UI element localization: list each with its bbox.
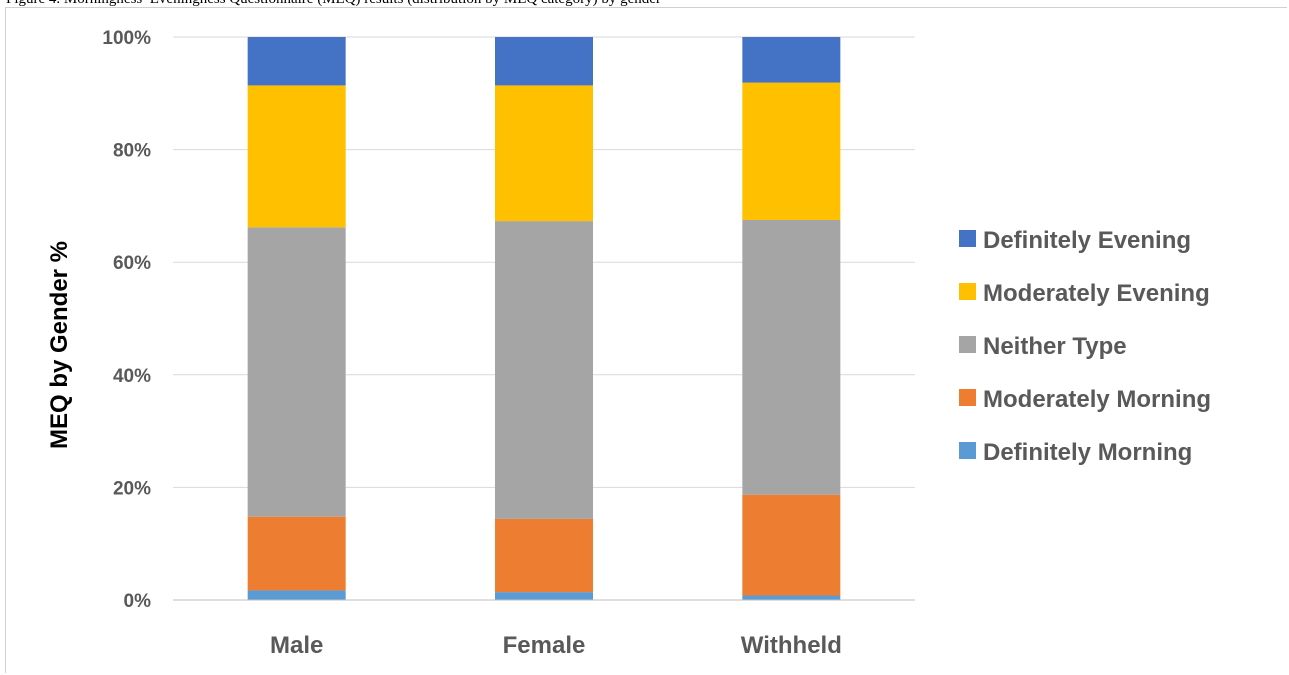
y-tick-label: 80% [113, 141, 151, 162]
bar-segment-definitely-evening-female [495, 37, 593, 86]
bar-segment-neither-type-withheld [742, 219, 841, 495]
bar-segment-moderately-morning-male [247, 516, 346, 591]
x-category-label: Withheld [741, 632, 842, 659]
y-axis-label: MEQ by Gender % [46, 241, 73, 449]
figure-caption: Figure 4. Morningness–Eveningness Questi… [6, 0, 1286, 9]
y-tick-label: 100% [102, 28, 151, 49]
bar-segment-moderately-evening-withheld [742, 82, 841, 220]
bar-segment-moderately-evening-female [495, 85, 593, 222]
legend-label: Definitely Morning [983, 439, 1192, 466]
legend-swatch-definitely-evening [959, 230, 976, 247]
y-tick-label: 0% [124, 591, 152, 612]
y-tick-label: 20% [113, 478, 151, 499]
legend-swatch-moderately-morning [959, 389, 976, 406]
legend-label: Neither Type [983, 333, 1127, 360]
bar-segment-moderately-morning-withheld [742, 494, 841, 596]
bar-segment-neither-type-female [495, 221, 593, 519]
bar-segment-definitely-morning-male [247, 590, 346, 600]
x-category-label: Female [503, 632, 586, 659]
legend-swatch-moderately-evening [959, 283, 976, 300]
legend-swatch-neither-type [959, 336, 976, 353]
y-tick-label: 40% [113, 366, 151, 387]
bar-segment-moderately-morning-female [495, 518, 593, 593]
x-axis-categories: Male Female Withheld [270, 632, 842, 659]
bar-segment-moderately-evening-male [247, 85, 346, 228]
y-axis-ticks: 0% 20% 40% 60% 80% 100% [102, 28, 151, 612]
bar-segment-definitely-morning-withheld [742, 595, 841, 600]
x-category-label: Male [270, 632, 323, 659]
bars [247, 37, 841, 600]
bar-segment-definitely-evening-male [247, 37, 346, 86]
bar-segment-definitely-morning-female [495, 592, 593, 600]
chart-frame [5, 7, 1287, 673]
legend-label: Definitely Evening [983, 227, 1191, 254]
legend-swatch-definitely-morning [959, 442, 976, 459]
legend-label: Moderately Morning [983, 386, 1211, 413]
y-tick-label: 60% [113, 253, 151, 274]
legend: Definitely Evening Moderately Evening Neit… [959, 227, 1211, 466]
bar-segment-neither-type-male [247, 227, 346, 517]
bar-segment-definitely-evening-withheld [742, 37, 841, 83]
legend-label: Moderately Evening [983, 280, 1210, 307]
